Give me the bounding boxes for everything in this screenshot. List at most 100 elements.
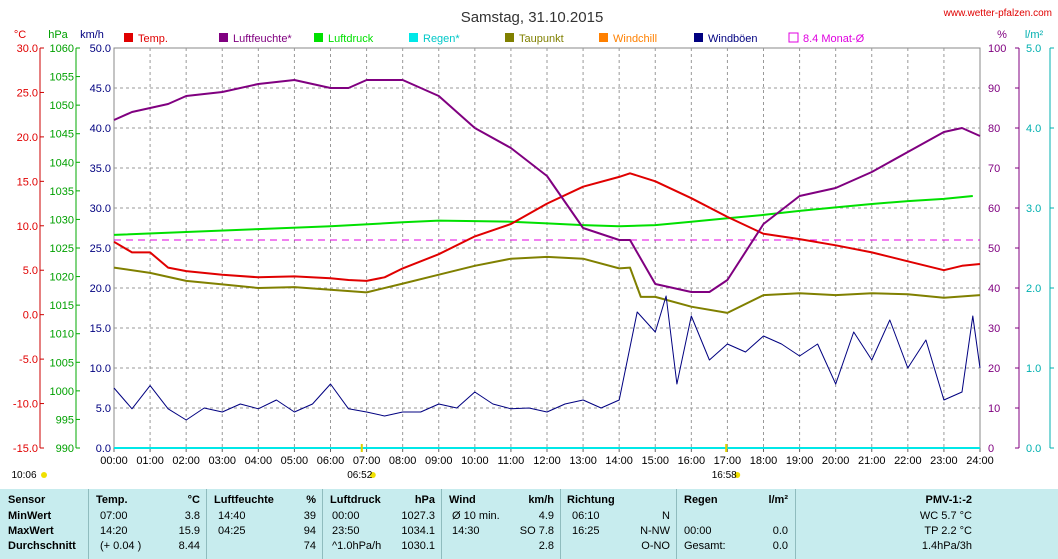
temp-tick-label: 10.0 [17, 221, 38, 233]
legend-swatch-humidity [219, 33, 228, 42]
legend-swatch-windchill [599, 33, 608, 42]
summary-row-label: MinWert [8, 510, 52, 522]
summary-header-pmv: PMV-1:-2 [925, 494, 972, 506]
humidity-tick-label: 10 [988, 403, 1000, 415]
summary-separator [676, 489, 677, 559]
pressure-tick-label: 1040 [50, 157, 74, 169]
temp-tick-label: -15.0 [13, 443, 38, 455]
humidity-tick-label: 60 [988, 203, 1000, 215]
summary-header-pressure: Luftdruck [330, 494, 381, 506]
x-tick-label: 15:00 [641, 455, 669, 467]
x-tick-label: 21:00 [858, 455, 886, 467]
series-group [113, 79, 981, 449]
summary-temp-value: 15.9 [178, 525, 200, 537]
sunrise-time: 06:52 [347, 470, 372, 481]
pressure-tick-label: 1050 [50, 100, 74, 112]
series-line-gust [113, 295, 981, 421]
legend-label-humidity: Luftfeuchte* [233, 33, 292, 45]
summary-pmv-value: WC 5.7 °C [919, 510, 972, 522]
summary-header-rain: Regen [684, 494, 718, 506]
temp-tick-label: -10.0 [13, 399, 38, 411]
x-tick-label: 22:00 [894, 455, 922, 467]
x-tick-label: 01:00 [136, 455, 164, 467]
summary-temp-value: 3.8 [184, 510, 200, 522]
humidity-tick-label: 40 [988, 283, 1000, 295]
sunset-sun-icon [734, 472, 741, 478]
temp-tick-label: 30.0 [17, 43, 38, 55]
summary-header-wind: Wind [449, 494, 476, 506]
sunset-time: 16:58 [712, 470, 737, 481]
series-line-dewpoint [113, 255, 981, 314]
wind-tick-label: 0.0 [96, 443, 111, 455]
temp-tick-label: 25.0 [17, 87, 38, 99]
summary-separator [88, 489, 89, 559]
summary-temp-value: 8.44 [178, 540, 200, 552]
x-tick-label: 19:00 [786, 455, 814, 467]
summary-wind-value: SO 7.8 [519, 525, 554, 537]
pressure-tick-label: 1025 [50, 243, 74, 255]
summary-separator [795, 489, 796, 559]
summary-pressure-time: 23:50 [332, 525, 360, 537]
summary-temp-time: 14:20 [100, 525, 128, 537]
legend-label-pressure: Luftdruck [328, 33, 374, 45]
x-tick-label: 11:00 [498, 455, 525, 467]
summary-header-wind-unit: km/h [528, 494, 554, 506]
x-tick-label: 16:00 [678, 455, 706, 467]
x-tick-label: 17:00 [714, 455, 742, 467]
summary-header-direction: Richtung [567, 494, 615, 506]
summary-header-sensor: Sensor [8, 494, 46, 506]
summary-panel: Sensor Temp. °C Luftfeuchte% Luftdruck hPa Win… [0, 489, 1058, 559]
humidity-tick-label: 0 [988, 443, 994, 455]
site-link[interactable]: www.wetter-pfalzen.com [943, 8, 1052, 19]
humidity-tick-label: 50 [988, 243, 1000, 255]
x-tick-label: 20:00 [822, 455, 850, 467]
wind-tick-label: 15.0 [90, 323, 111, 335]
temp-tick-label: 15.0 [17, 176, 38, 188]
summary-header-rain-unit: l/m² [768, 494, 788, 506]
temp-tick-label: 20.0 [17, 132, 38, 144]
humidity-tick-label: 90 [988, 83, 1000, 95]
rain-unit: l/m² [1025, 29, 1044, 41]
humidity-tick-label: 100 [988, 43, 1006, 55]
wind-tick-label: 20.0 [90, 283, 111, 295]
x-tick-label: 14:00 [605, 455, 633, 467]
summary-humidity-time: 04:25 [218, 525, 246, 537]
summary-pmv-value: TP 2.2 °C [924, 525, 972, 537]
wind-tick-label: 50.0 [90, 43, 111, 55]
humidity-tick-label: 30 [988, 323, 1000, 335]
summary-header-temp-unit: °C [187, 494, 200, 506]
summary-wind-value: 4.9 [538, 510, 554, 522]
legend-label-rain: Regen* [423, 33, 460, 45]
series-line-temp [113, 172, 981, 282]
legend-swatch-gust [694, 33, 703, 42]
legend-label-temp: Temp. [138, 33, 168, 45]
x-tick-label: 04:00 [245, 455, 273, 467]
rain-tick-label: 0.0 [1026, 443, 1041, 455]
pressure-tick-label: 1010 [50, 329, 74, 341]
legend: Temp. Luftfeuchte* Luftdruck Regen* Taupunkt… [124, 32, 865, 45]
chart-title: Samstag, 31.10.2015 [461, 9, 604, 26]
wind-tick-label: 25.0 [90, 243, 111, 255]
humidity-unit: % [997, 29, 1007, 41]
pressure-tick-label: 1000 [50, 386, 74, 398]
summary-pressure-value: 1027.3 [401, 510, 435, 522]
summary-row-label: Durchschnitt [8, 540, 76, 552]
summary-pmv-value: 1.4hPa/3h [921, 540, 972, 552]
summary-humidity-value: 74 [303, 540, 316, 552]
temp-tick-label: 0.0 [23, 310, 38, 322]
x-tick-label: 08:00 [389, 455, 417, 467]
wind-unit: km/h [80, 29, 104, 41]
summary-row-label: MaxWert [8, 525, 54, 537]
legend-swatch-avg [788, 32, 799, 43]
humidity-tick-label: 20 [988, 363, 1000, 375]
pressure-tick-label: 990 [56, 443, 74, 455]
summary-header-temp: Temp. [96, 494, 128, 506]
summary-separator [322, 489, 323, 559]
pressure-tick-label: 1005 [50, 357, 74, 369]
x-tick-label: 10:00 [461, 455, 489, 467]
temp-tick-label: -5.0 [19, 354, 38, 366]
pressure-tick-label: 1060 [50, 43, 74, 55]
summary-wind-desc: Ø 10 min. [452, 510, 500, 522]
x-tick-label: 05:00 [281, 455, 309, 467]
